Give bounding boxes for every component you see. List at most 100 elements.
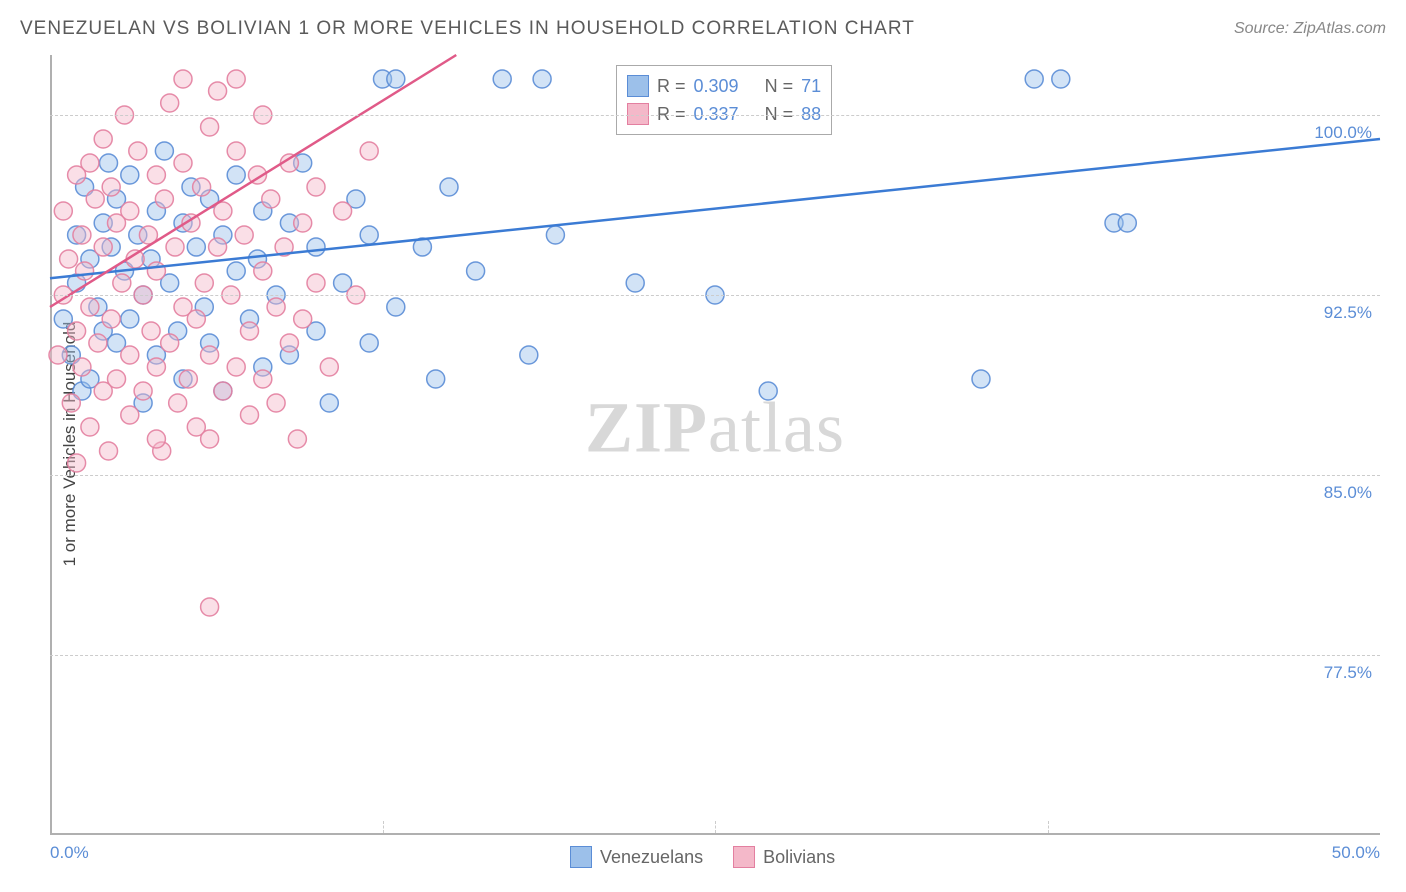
r-value-venezuelans: 0.309	[694, 76, 739, 97]
scatter-point	[100, 154, 118, 172]
scatter-point	[73, 358, 91, 376]
scatter-point	[102, 310, 120, 328]
r-label: R =	[657, 104, 686, 125]
swatch-venezuelans	[570, 846, 592, 868]
scatter-point	[201, 346, 219, 364]
scatter-point	[320, 358, 338, 376]
scatter-point	[68, 322, 86, 340]
scatter-point	[147, 430, 165, 448]
scatter-point	[440, 178, 458, 196]
scatter-point	[360, 142, 378, 160]
scatter-point	[288, 430, 306, 448]
scatter-point	[626, 274, 644, 292]
scatter-point	[121, 310, 139, 328]
scatter-point	[147, 358, 165, 376]
scatter-point	[108, 370, 126, 388]
scatter-point	[81, 418, 99, 436]
y-tick-label: 100.0%	[1314, 123, 1372, 143]
scatter-point	[235, 226, 253, 244]
scatter-point	[102, 178, 120, 196]
swatch-bolivians	[733, 846, 755, 868]
scatter-point	[533, 70, 551, 88]
scatter-point	[520, 346, 538, 364]
scatter-point	[241, 406, 259, 424]
scatter-point	[1052, 70, 1070, 88]
scatter-point	[155, 190, 173, 208]
gridline-h	[50, 295, 1380, 296]
scatter-point	[307, 178, 325, 196]
swatch-venezuelans	[627, 75, 649, 97]
scatter-point	[209, 82, 227, 100]
scatter-point	[307, 274, 325, 292]
scatter-point	[280, 334, 298, 352]
scatter-point	[113, 274, 131, 292]
scatter-point	[1118, 214, 1136, 232]
scatter-point	[161, 94, 179, 112]
scatter-point	[214, 382, 232, 400]
scatter-point	[81, 154, 99, 172]
scatter-point	[76, 262, 94, 280]
legend-item-bolivians: Bolivians	[733, 846, 835, 868]
chart-svg	[50, 55, 1380, 833]
x-tick-mark	[383, 821, 384, 833]
scatter-point	[209, 238, 227, 256]
scatter-point	[166, 238, 184, 256]
scatter-point	[227, 358, 245, 376]
scatter-point	[387, 70, 405, 88]
scatter-point	[201, 598, 219, 616]
legend-item-venezuelans: Venezuelans	[570, 846, 703, 868]
scatter-point	[227, 70, 245, 88]
scatter-point	[86, 190, 104, 208]
trend-line	[50, 139, 1380, 278]
scatter-point	[121, 406, 139, 424]
y-tick-label: 77.5%	[1324, 663, 1372, 683]
scatter-point	[320, 394, 338, 412]
scatter-point	[73, 226, 91, 244]
legend-label-bolivians: Bolivians	[763, 847, 835, 868]
y-tick-label: 85.0%	[1324, 483, 1372, 503]
scatter-point	[121, 346, 139, 364]
scatter-point	[54, 202, 72, 220]
scatter-point	[427, 370, 445, 388]
scatter-point	[94, 238, 112, 256]
scatter-point	[62, 394, 80, 412]
correlation-row-bolivians: R = 0.337 N = 88	[627, 100, 821, 128]
chart-title: VENEZUELAN VS BOLIVIAN 1 OR MORE VEHICLE…	[20, 18, 915, 40]
scatter-point	[187, 238, 205, 256]
scatter-point	[267, 298, 285, 316]
correlation-row-venezuelans: R = 0.309 N = 71	[627, 72, 821, 100]
n-label: N =	[765, 76, 794, 97]
scatter-point	[147, 166, 165, 184]
scatter-point	[360, 226, 378, 244]
scatter-point	[142, 322, 160, 340]
scatter-point	[195, 274, 213, 292]
scatter-point	[227, 142, 245, 160]
scatter-point	[493, 70, 511, 88]
scatter-point	[179, 370, 197, 388]
scatter-point	[129, 142, 147, 160]
scatter-point	[307, 238, 325, 256]
n-value-bolivians: 88	[801, 104, 821, 125]
plot-area: 1 or more Vehicles in Household ZIPatlas…	[50, 55, 1380, 835]
scatter-point	[254, 262, 272, 280]
scatter-point	[201, 430, 219, 448]
r-value-bolivians: 0.337	[694, 104, 739, 125]
gridline-h	[50, 115, 1380, 116]
scatter-point	[174, 70, 192, 88]
scatter-point	[227, 166, 245, 184]
gridline-h	[50, 475, 1380, 476]
scatter-point	[89, 334, 107, 352]
source-label: Source: ZipAtlas.com	[1234, 20, 1386, 38]
correlation-box: R = 0.309 N = 71 R = 0.337 N = 88	[616, 65, 832, 135]
scatter-point	[60, 250, 78, 268]
x-tick-label: 50.0%	[1332, 843, 1380, 863]
scatter-point	[147, 262, 165, 280]
scatter-point	[121, 166, 139, 184]
scatter-point	[201, 118, 219, 136]
scatter-point	[972, 370, 990, 388]
scatter-point	[759, 382, 777, 400]
scatter-point	[68, 454, 86, 472]
n-value-venezuelans: 71	[801, 76, 821, 97]
legend-label-venezuelans: Venezuelans	[600, 847, 703, 868]
swatch-bolivians	[627, 103, 649, 125]
